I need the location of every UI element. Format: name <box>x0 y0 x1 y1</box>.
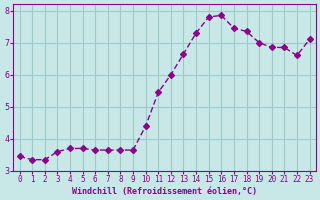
X-axis label: Windchill (Refroidissement éolien,°C): Windchill (Refroidissement éolien,°C) <box>72 187 257 196</box>
